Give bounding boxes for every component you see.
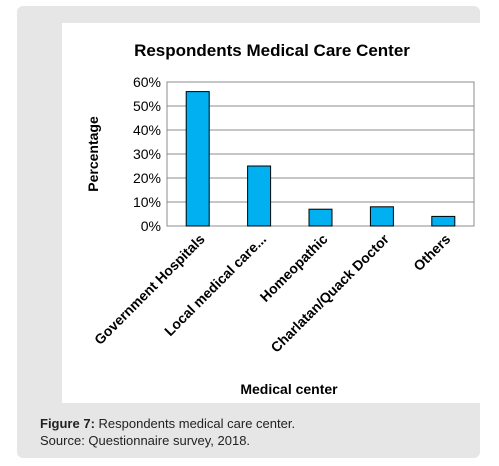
y-tick-label: 60% (133, 74, 161, 90)
y-tick-label: 10% (133, 194, 161, 210)
chart-area: Respondents Medical Care Center 0% 10% 20%… (62, 23, 480, 403)
bar (431, 215, 456, 227)
x-tick-label: Charlatan/Quack Doctor (267, 230, 392, 355)
y-tick-label: 50% (133, 98, 161, 114)
figure-label: Figure 7: (40, 416, 95, 431)
bar (369, 206, 394, 227)
y-tick-label: 40% (133, 122, 161, 138)
chart-title: Respondents Medical Care Center (134, 41, 410, 60)
x-tick-label: Government Hospitals (91, 231, 208, 348)
bar (247, 165, 272, 227)
bar (308, 208, 333, 227)
y-tick-label: 30% (133, 146, 161, 162)
grid-lines (166, 81, 475, 227)
bars (185, 91, 456, 227)
bar-chart: Respondents Medical Care Center 0% 10% 20%… (85, 41, 475, 397)
bar (185, 91, 210, 227)
figure-panel: Respondents Medical Care Center 0% 10% 20%… (17, 6, 480, 458)
y-axis-ticks: 0% 10% 20% 30% 40% 50% 60% (133, 74, 161, 234)
y-axis-label: Percentage (85, 116, 101, 192)
caption-text: Respondents medical care center. (94, 416, 296, 431)
x-tick-label: Others (410, 231, 453, 274)
y-tick-label: 20% (133, 170, 161, 186)
x-tick-label: Local medical care... (161, 231, 269, 339)
figure-caption: Figure 7: Respondents medical care cente… (40, 415, 470, 449)
source-text: Source: Questionnaire survey, 2018. (40, 433, 251, 448)
x-axis-label: Medical center (240, 381, 338, 397)
y-tick-label: 0% (141, 218, 161, 234)
